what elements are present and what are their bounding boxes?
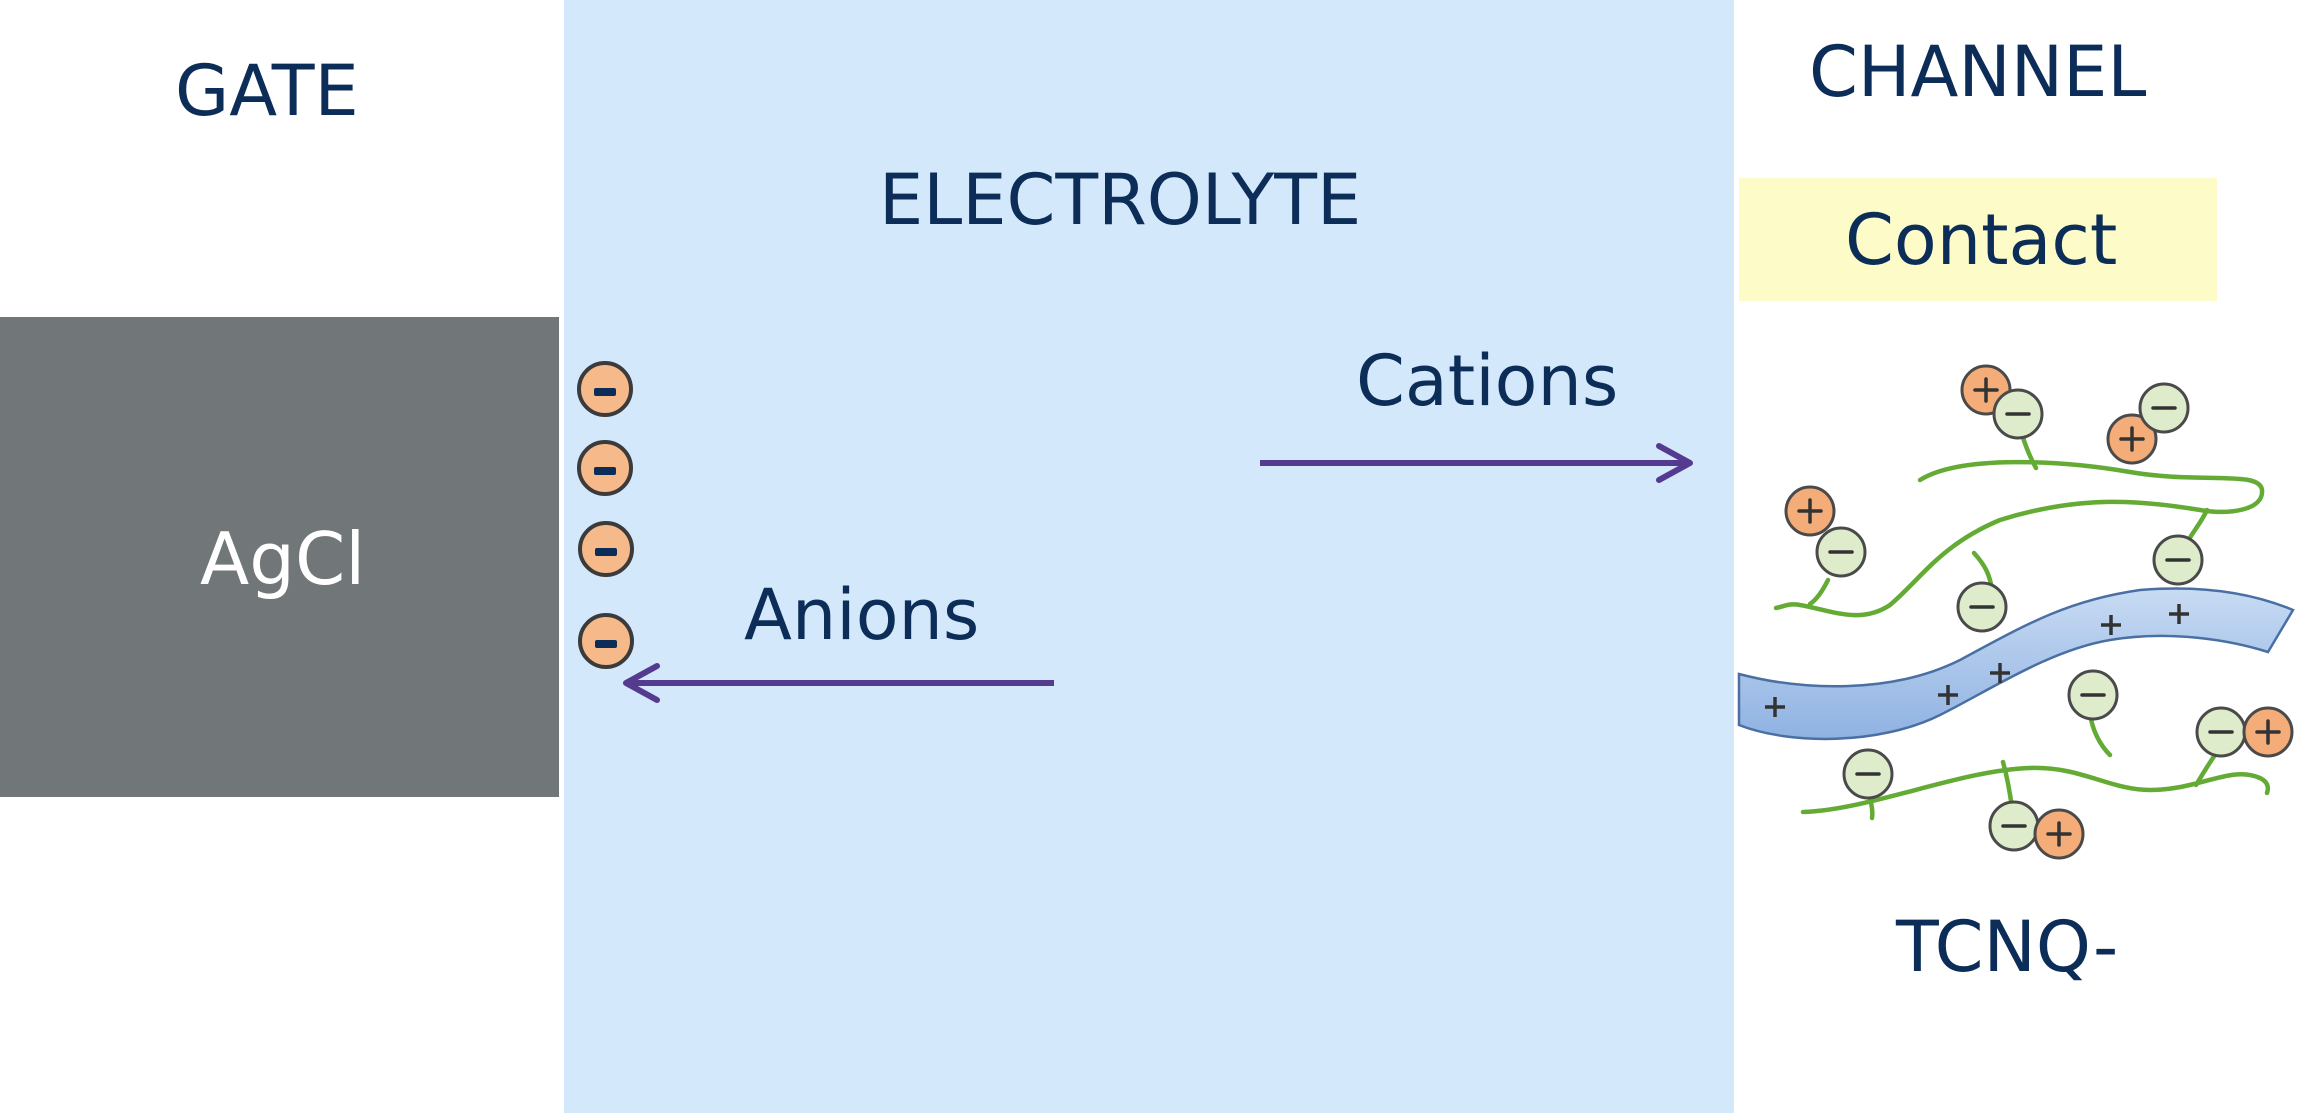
adsorbed-anion-icon [577, 440, 633, 496]
channel-label: CHANNEL [1809, 31, 2147, 113]
contact-label: Contact [1845, 199, 2118, 281]
polymer-network-illustration [1737, 364, 2295, 860]
channel-material-label: TCNQ- [1896, 906, 2119, 988]
anions-label: Anions [744, 574, 980, 656]
gate-electrode [0, 317, 559, 797]
gate-label: GATE [175, 50, 359, 132]
electrolyte-label: ELECTROLYTE [879, 159, 1362, 241]
adsorbed-anion-icon [577, 361, 633, 417]
cations-arrow-icon [1260, 443, 1693, 483]
electrolyte-region [564, 0, 1734, 1113]
cations-label: Cations [1356, 340, 1619, 422]
gate-material-label: AgCl [200, 517, 366, 601]
anions-arrow-icon [623, 663, 1054, 703]
adsorbed-anion-icon [578, 521, 634, 577]
contact-pad [1739, 178, 2217, 301]
adsorbed-anion-icon [578, 613, 634, 669]
